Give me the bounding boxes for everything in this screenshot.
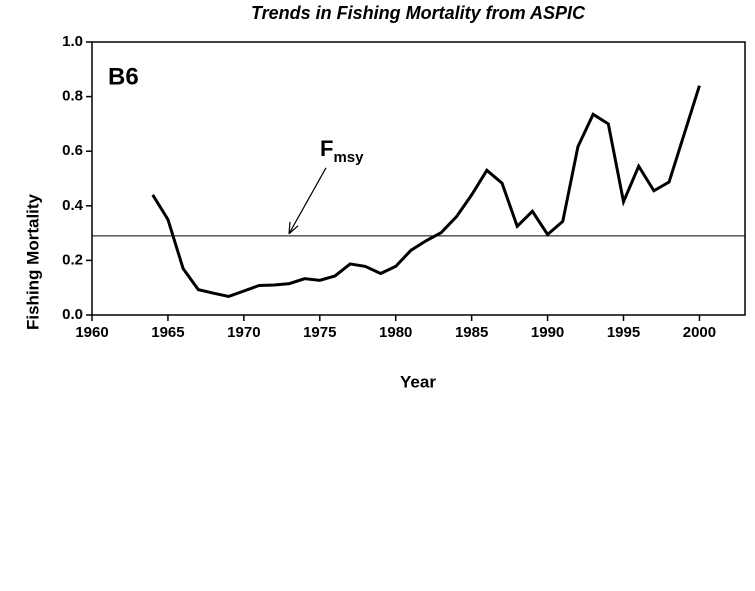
plot-frame [91, 41, 746, 316]
x-tick-label: 1965 [151, 324, 184, 341]
reference-label-sub: msy [333, 149, 364, 166]
data-line [151, 85, 701, 298]
reference-label-main: F [320, 136, 333, 161]
panel-label: B6 [108, 63, 139, 90]
x-tick-label: 1975 [303, 324, 336, 341]
y-tick-label: 0.6 [62, 142, 83, 159]
x-tick-label: 1980 [379, 324, 412, 341]
arrow-shaft [288, 167, 327, 235]
y-axis-label: Fishing Mortality [23, 193, 42, 330]
y-tick-label: 0.8 [62, 88, 83, 105]
y-tick-label: 0.4 [62, 197, 84, 214]
x-tick-label: 1990 [531, 324, 564, 341]
chart-title: Trends in Fishing Mortality from ASPIC [251, 3, 586, 23]
x-tick-label: 2000 [683, 324, 716, 341]
x-axis-label: Year [400, 372, 436, 391]
y-tick-label: 0.2 [62, 251, 83, 268]
x-tick-label: 1985 [455, 324, 488, 341]
x-tick-label: 1995 [607, 324, 640, 341]
reference-label: Fmsy [320, 136, 364, 166]
arrow-head [288, 221, 299, 235]
y-tick-label: 1.0 [62, 33, 83, 50]
x-tick-label: 1970 [227, 324, 260, 341]
x-tick-label: 1960 [75, 324, 108, 341]
y-tick-label: 0.0 [62, 306, 83, 323]
